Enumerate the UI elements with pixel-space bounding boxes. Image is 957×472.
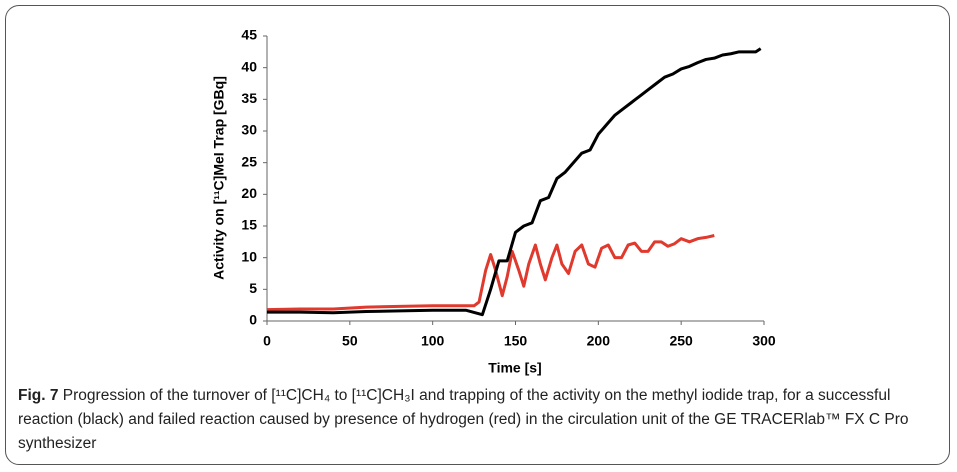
- y-tick-label: 45: [241, 27, 257, 43]
- x-tick-label: 200: [587, 333, 611, 349]
- y-tick-label: 20: [241, 185, 257, 201]
- y-tick-label: 0: [249, 312, 257, 328]
- figure-frame: [5, 5, 950, 465]
- y-axis-label: Activity on [¹¹C]MeI Trap [GBq]: [211, 76, 227, 280]
- y-tick-label: 40: [241, 58, 257, 74]
- y-tick-label: 30: [241, 122, 257, 138]
- x-tick-label: 250: [669, 333, 693, 349]
- x-tick-label: 100: [421, 333, 445, 349]
- x-tick-label: 150: [504, 333, 528, 349]
- caption-label: Fig. 7: [18, 387, 59, 404]
- y-tick-label: 25: [241, 153, 257, 169]
- y-tick-label: 5: [249, 280, 257, 296]
- x-tick-label: 50: [342, 333, 358, 349]
- y-tick-label: 35: [241, 90, 257, 106]
- y-tick-label: 15: [241, 217, 257, 233]
- series-line: [266, 234, 715, 312]
- caption-text: Progression of the turnover of [¹¹C]CH₄ …: [18, 387, 909, 452]
- caption: Fig. 7 Progression of the turnover of [¹…: [18, 384, 938, 456]
- x-tick-label: 300: [752, 333, 776, 349]
- x-tick-label: 0: [263, 333, 271, 349]
- series-line: [267, 47, 762, 317]
- y-tick-label: 10: [241, 248, 257, 264]
- x-axis-label: Time [s]: [488, 360, 541, 376]
